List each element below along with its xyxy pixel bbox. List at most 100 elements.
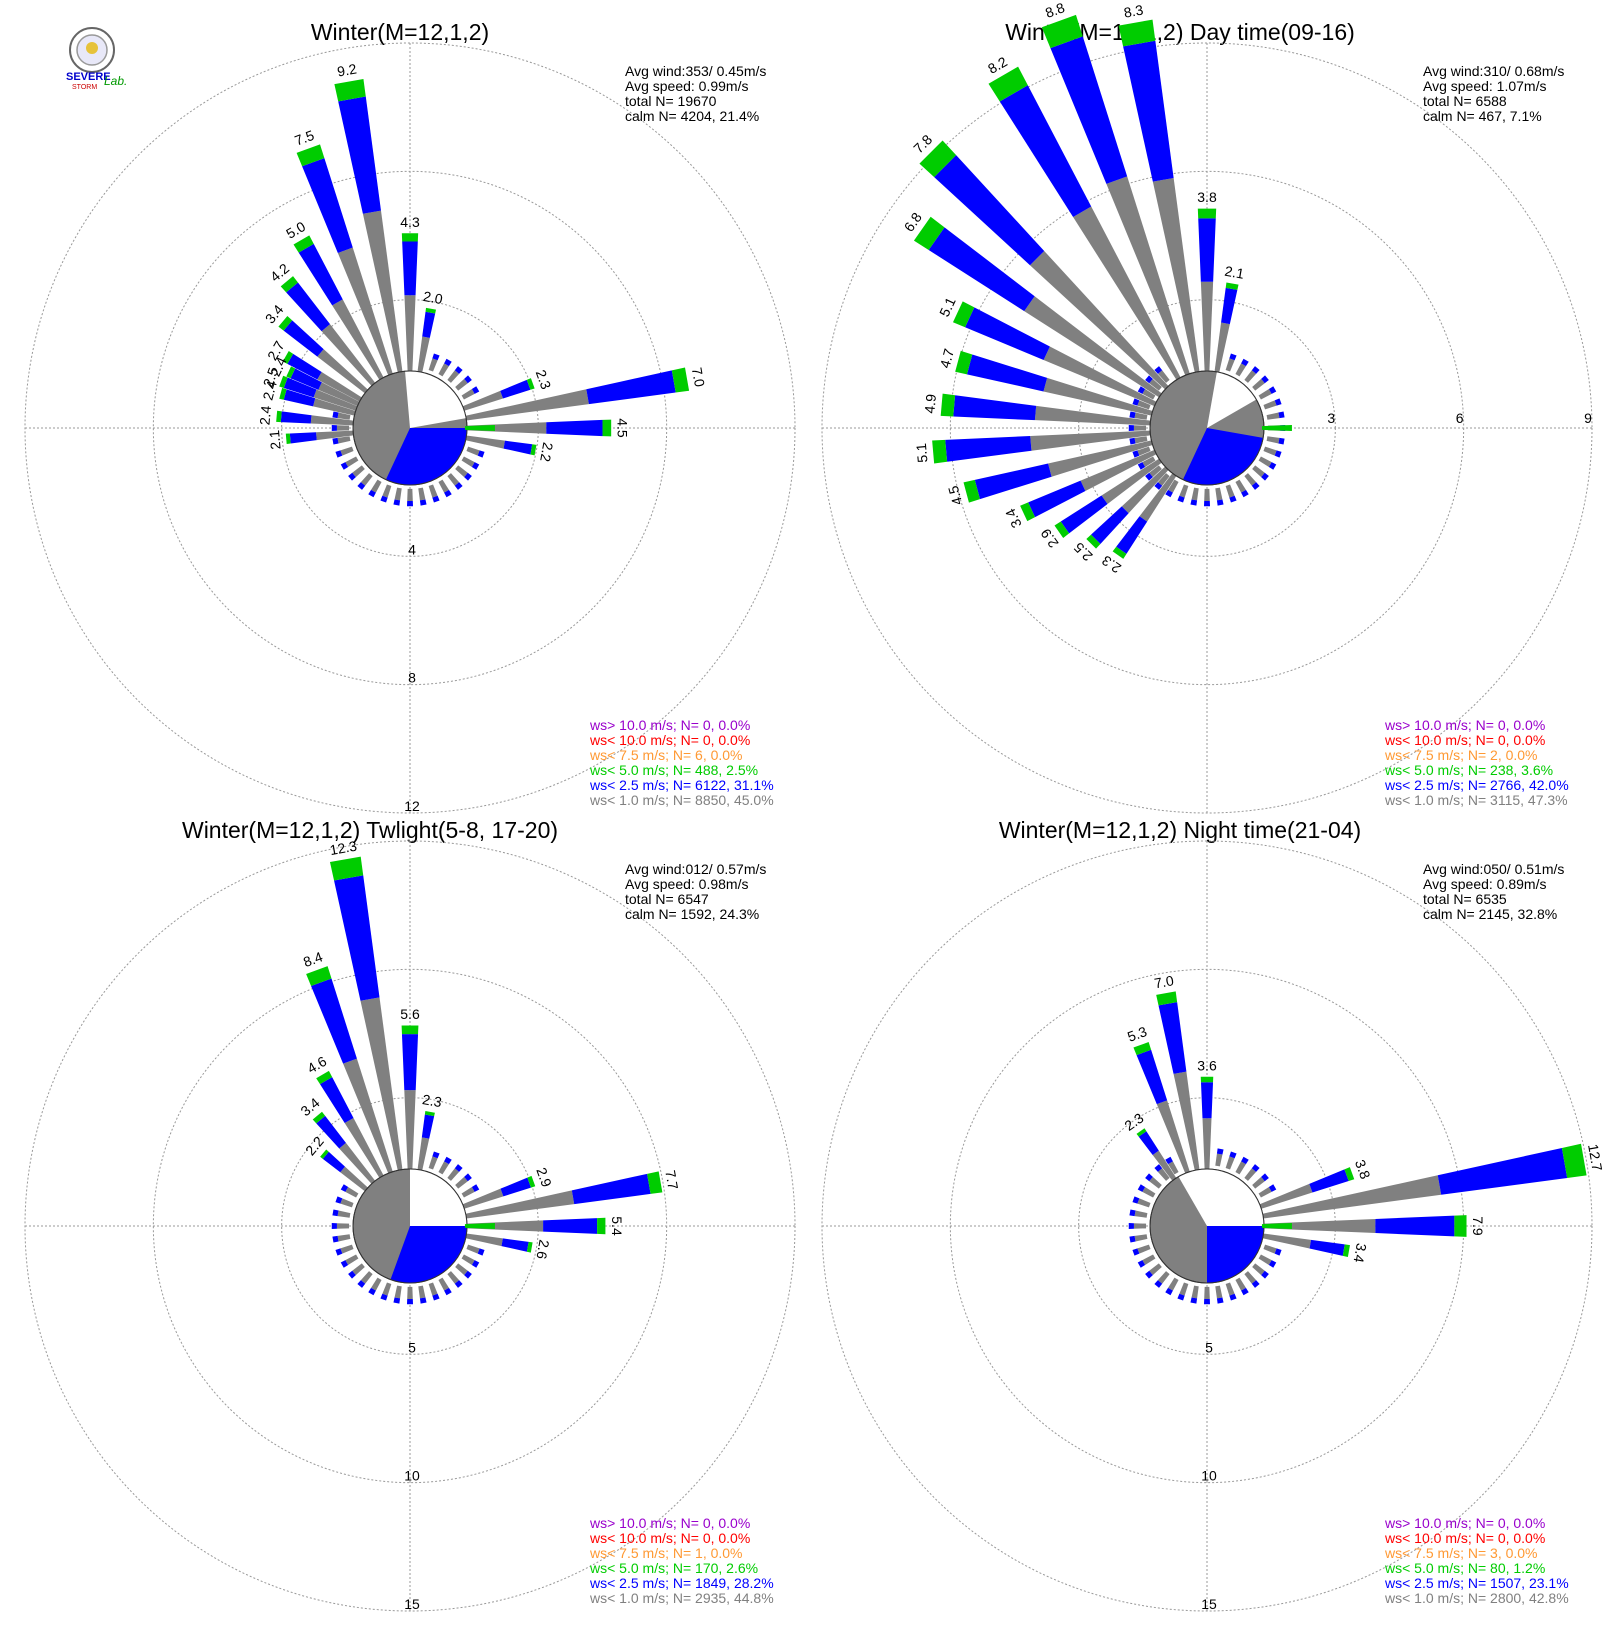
ring-label: 10 xyxy=(1201,1468,1217,1484)
legend-entry: ws< 1.0 m/s; N= 2800, 42.8% xyxy=(1384,1590,1569,1606)
petal-small xyxy=(447,1168,460,1181)
petal-small-tip xyxy=(1190,1297,1198,1304)
petal-275-calm-band xyxy=(1034,405,1151,426)
petal-small xyxy=(1244,370,1257,383)
petal-label: 3.8 xyxy=(1352,1157,1374,1181)
petal-label: 12.3 xyxy=(329,838,359,859)
petal-305-calm-band xyxy=(1024,296,1162,398)
petal-label: 2.6 xyxy=(533,1238,552,1260)
petal-small xyxy=(337,1234,351,1242)
petal-small-tip xyxy=(1145,472,1153,481)
petal-small xyxy=(428,358,438,372)
petal-245-calm-band xyxy=(1080,449,1157,492)
petal-295-5-band xyxy=(952,301,975,328)
petal-small xyxy=(438,1277,449,1291)
petal-small-tip xyxy=(1137,1184,1146,1192)
legend-entry: ws< 10.0 m/s; N= 0, 0.0% xyxy=(1384,1530,1545,1546)
petal-small-tip xyxy=(1261,1270,1269,1279)
ring-label: 12 xyxy=(404,798,420,814)
petal-small xyxy=(1134,436,1148,444)
petal-label: 4.5 xyxy=(615,418,631,438)
petal-0-calm-band xyxy=(404,295,416,372)
petal-small xyxy=(1157,1271,1170,1284)
legend-entry: ws< 1.0 m/s; N= 3115, 47.3% xyxy=(1384,792,1568,808)
petal-small-tip xyxy=(1145,1173,1153,1182)
stat-line: Avg speed: 0.99m/s xyxy=(625,78,748,94)
stat-line: calm N= 1592, 24.3% xyxy=(625,906,759,922)
petal-small xyxy=(1204,1286,1210,1300)
petal-340-5-band xyxy=(306,966,332,986)
petal-label: 5.3 xyxy=(1125,1023,1149,1045)
petal-label: 2.3 xyxy=(533,368,555,392)
petal-small xyxy=(438,363,449,377)
petal-340-2-5-band xyxy=(302,158,353,253)
petal-small xyxy=(1258,389,1272,400)
calm-hub-blue-sector xyxy=(1182,428,1264,485)
petal-70-5-band xyxy=(526,378,535,390)
stat-line: calm N= 4204, 21.4% xyxy=(625,108,759,124)
petal-label: 3.4 xyxy=(1002,506,1025,531)
petal-340-5-band xyxy=(296,144,325,167)
petal-small-tip xyxy=(1137,1260,1146,1268)
petal-small-tip xyxy=(419,1297,427,1304)
petal-small-tip xyxy=(1129,1209,1136,1217)
petal-100-calm-band xyxy=(465,435,505,449)
petal-340-calm-band xyxy=(1156,1100,1190,1174)
petal-340-2-5-band xyxy=(311,978,357,1064)
stat-line: total N= 6547 xyxy=(625,891,709,907)
petal-small-tip xyxy=(1128,1222,1134,1230)
petal-small xyxy=(345,456,359,467)
petal-small-tip xyxy=(1261,1173,1269,1182)
petal-275-2-5-band xyxy=(953,395,1037,421)
petal-small xyxy=(461,389,475,400)
petal-320-2-5-band xyxy=(286,282,331,332)
petal-310-2-5-band xyxy=(283,320,324,357)
petal-300-2-5-band xyxy=(287,353,322,380)
petal-340-calm-band xyxy=(343,1058,393,1174)
petal-0-2-5-band xyxy=(1200,1082,1214,1119)
petal-80-calm-band xyxy=(465,1190,575,1219)
petal-small xyxy=(1168,1277,1179,1291)
petal-small xyxy=(1235,363,1246,377)
petal-small xyxy=(447,473,460,486)
petal-215-2-5-band xyxy=(1116,516,1148,554)
petal-350-2-5-band xyxy=(1158,1002,1187,1074)
petal-small xyxy=(438,479,449,493)
petal-label: 2.5 xyxy=(260,365,282,389)
logo-star-icon xyxy=(86,42,98,54)
petal-small xyxy=(337,1210,351,1218)
petal-265-5-band xyxy=(932,439,948,464)
petal-70-5-band xyxy=(1344,1167,1355,1182)
petal-small xyxy=(1191,1285,1199,1299)
petal-340-5-band xyxy=(1041,14,1083,49)
petal-label: 4.9 xyxy=(921,393,939,414)
petal-small xyxy=(1235,1277,1246,1291)
petal-80-5-band xyxy=(1561,1143,1587,1178)
petal-small-tip xyxy=(1165,1156,1173,1165)
petal-small-tip xyxy=(340,462,349,470)
petal-0-5-band xyxy=(401,1025,419,1035)
petal-small xyxy=(382,484,392,498)
petal-label: 5.4 xyxy=(609,1216,625,1236)
petal-215-5-band xyxy=(1112,546,1127,559)
stat-line: calm N= 2145, 32.8% xyxy=(1423,906,1557,922)
petal-small-tip xyxy=(380,495,388,503)
petal-0-5-band xyxy=(401,233,419,242)
petal-small-tip xyxy=(432,495,440,503)
petal-305-5-band xyxy=(913,216,945,250)
petal-315-2-5-band xyxy=(934,155,1045,266)
petal-225-2-5-band xyxy=(1091,506,1129,544)
petal-350-2-5-band xyxy=(334,875,380,1001)
petal-small xyxy=(466,1244,480,1254)
petal-small-tip xyxy=(1132,1196,1140,1204)
petal-label: 2.2 xyxy=(537,441,556,463)
petal-label: 2.1 xyxy=(266,429,284,450)
petal-small xyxy=(438,1161,449,1175)
petal-small xyxy=(1133,1223,1147,1229)
petal-small-tip xyxy=(1241,1287,1249,1296)
petal-small xyxy=(1134,1210,1148,1218)
petal-small xyxy=(337,412,351,420)
petal-10-calm-band xyxy=(1214,322,1230,373)
petal-90-2-5-band xyxy=(543,1218,598,1234)
stat-line: Avg speed: 0.98m/s xyxy=(625,876,748,892)
